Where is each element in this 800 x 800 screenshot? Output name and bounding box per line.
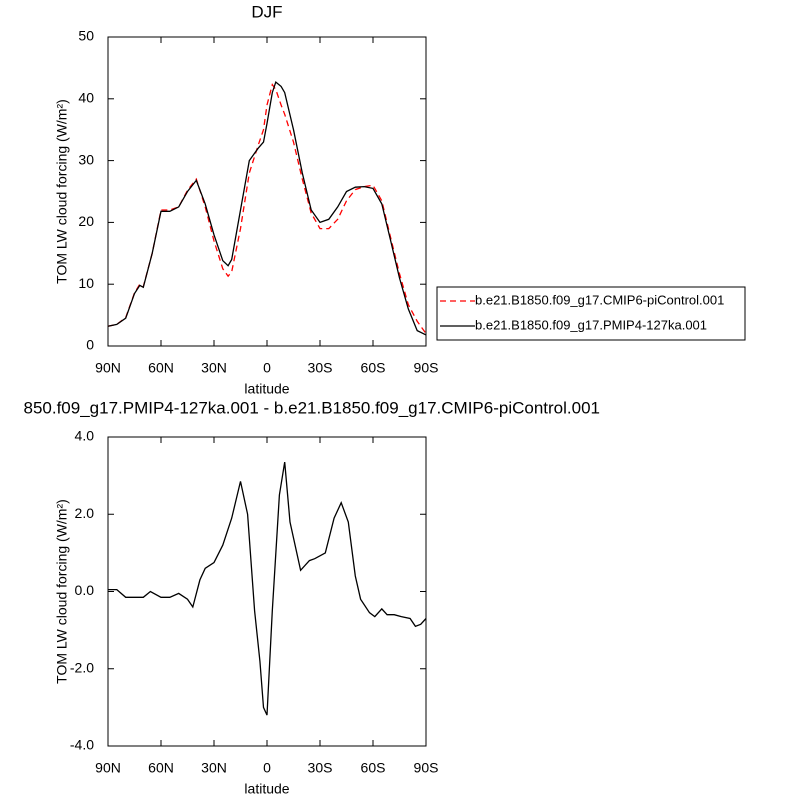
x-tick-label: 30S — [308, 360, 333, 376]
x-tick-label: 60S — [361, 760, 386, 776]
y-tick-label: 20 — [78, 213, 94, 229]
y-tick-label: 4.0 — [75, 428, 95, 444]
x-tick-label: 60N — [148, 760, 174, 776]
x-axis-label: latitude — [244, 381, 289, 397]
y-tick-label: -4.0 — [70, 737, 94, 753]
legend-label: b.e21.B1850.f09_g17.PMIP4-127ka.001 — [475, 317, 707, 332]
x-tick-label: 30N — [201, 760, 227, 776]
x-tick-label: 30S — [308, 760, 333, 776]
x-tick-label: 0 — [263, 760, 271, 776]
line-series — [108, 461, 427, 716]
x-tick-label: 30N — [201, 360, 227, 376]
x-tick-label: 90S — [414, 360, 439, 376]
legend-label: b.e21.B1850.f09_g17.CMIP6-piControl.001 — [475, 292, 724, 307]
legend-box — [436, 286, 746, 341]
y-tick-label: 0 — [86, 337, 94, 353]
y-tick-label: 10 — [78, 275, 94, 291]
chart-title: DJF — [251, 2, 282, 21]
y-tick-label: 2.0 — [75, 505, 95, 521]
y-tick-label: 40 — [78, 90, 94, 106]
y-tick-label: 30 — [78, 151, 94, 167]
plot-frame — [107, 436, 427, 747]
y-tick-label: 0.0 — [75, 582, 95, 598]
y-tick-label: -2.0 — [70, 659, 94, 675]
line-series — [107, 81, 427, 336]
x-tick-label: 90N — [95, 360, 121, 376]
chart-title: 850.f09_g17.PMIP4-127ka.001 - b.e21.B185… — [23, 398, 600, 417]
y-tick-label: 50 — [78, 28, 94, 44]
x-tick-label: 90S — [414, 760, 439, 776]
y-axis-label: TOM LW cloud forcing (W/m²) — [54, 499, 70, 684]
x-axis-label: latitude — [244, 781, 289, 797]
x-tick-label: 60N — [148, 360, 174, 376]
y-axis-label: TOM LW cloud forcing (W/m²) — [54, 99, 70, 284]
x-tick-label: 60S — [361, 360, 386, 376]
x-tick-label: 90N — [95, 760, 121, 776]
x-tick-label: 0 — [263, 360, 271, 376]
plot-frame — [107, 36, 427, 347]
